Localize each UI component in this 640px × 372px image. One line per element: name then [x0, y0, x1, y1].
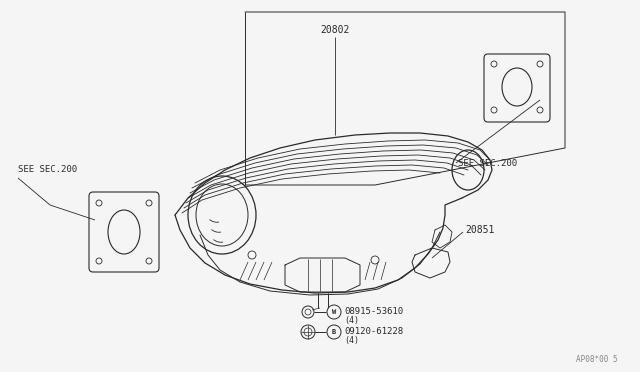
Text: 20851: 20851	[465, 225, 494, 235]
Text: SEE SEC.200: SEE SEC.200	[18, 166, 77, 174]
Text: 09120-61228: 09120-61228	[344, 327, 403, 336]
Text: B: B	[332, 329, 336, 335]
Text: (4): (4)	[344, 317, 359, 326]
Text: W: W	[332, 309, 336, 315]
Text: (4): (4)	[344, 337, 359, 346]
Text: 20802: 20802	[320, 25, 349, 35]
Text: SEE SEC.200: SEE SEC.200	[458, 158, 517, 167]
Text: AP08*00 5: AP08*00 5	[577, 356, 618, 365]
Text: 08915-53610: 08915-53610	[344, 307, 403, 315]
